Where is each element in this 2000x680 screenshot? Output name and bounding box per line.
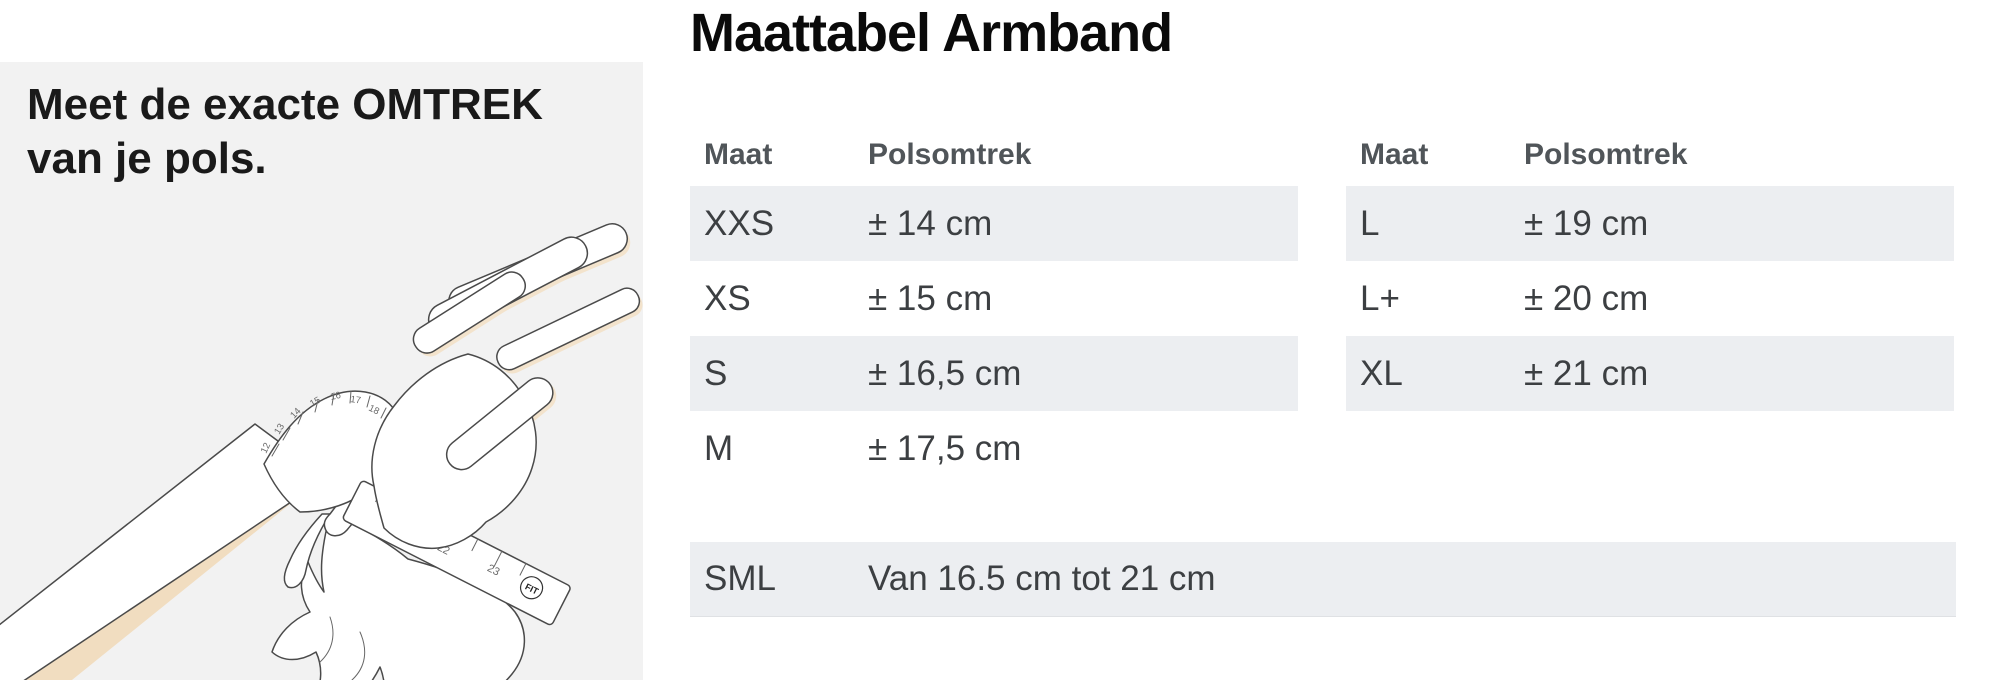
svg-text:17: 17	[350, 394, 362, 406]
svg-text:16: 16	[329, 390, 342, 403]
